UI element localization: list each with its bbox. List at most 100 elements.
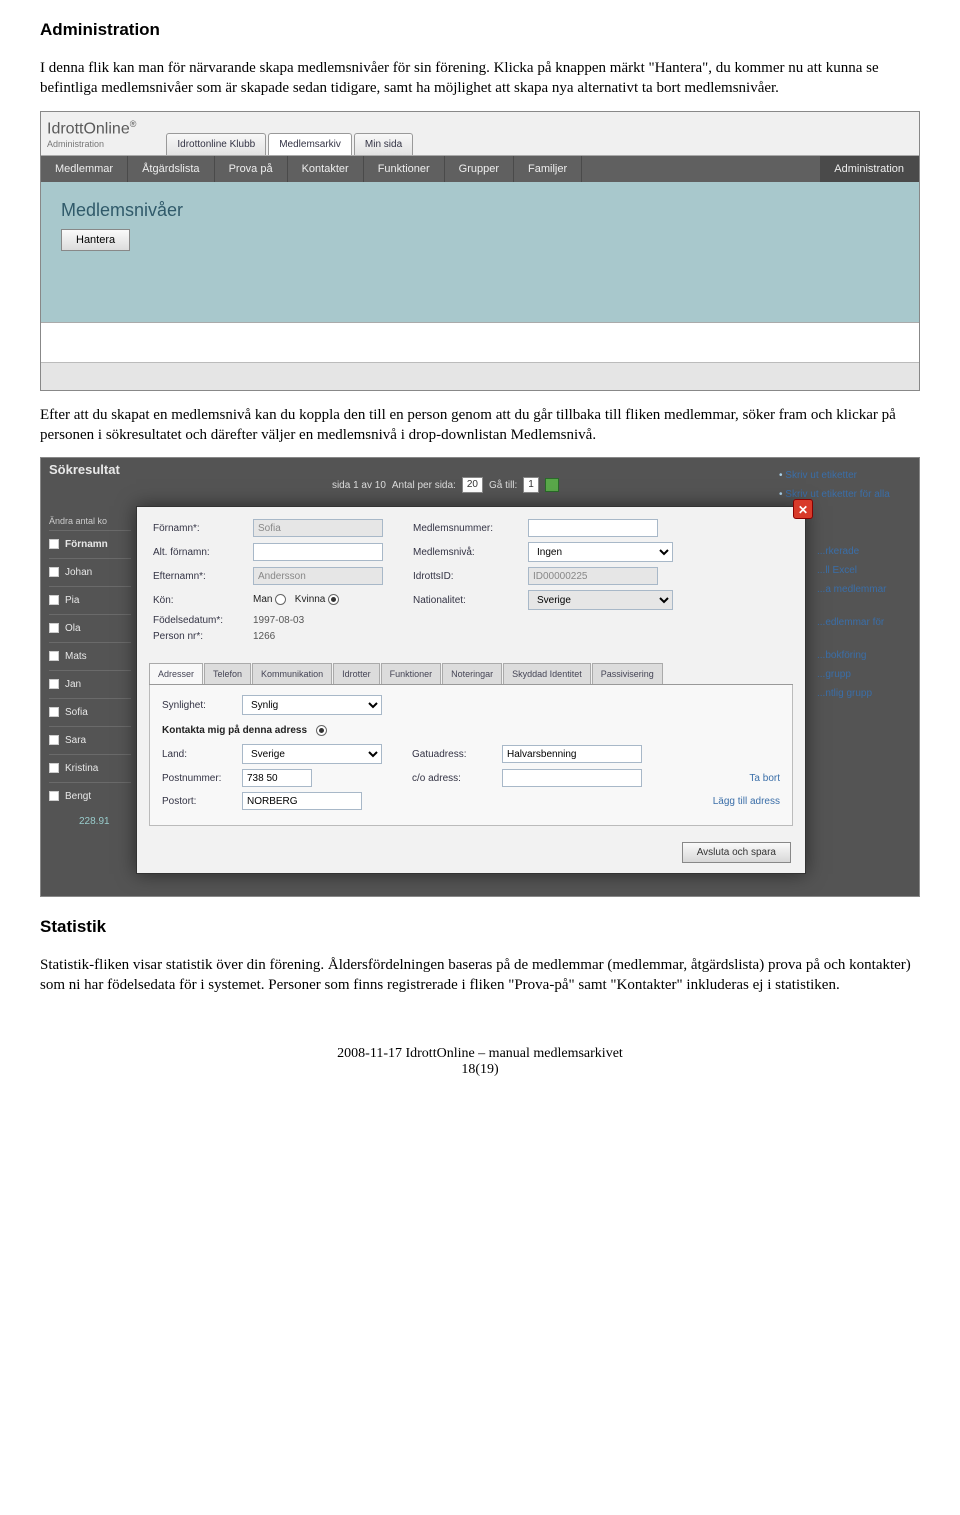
goto-label: Gå till: [489, 480, 517, 491]
label-nationalitet: Nationalitet: [413, 595, 528, 606]
link-partial[interactable]: ...ll Excel [817, 561, 911, 580]
checkbox[interactable] [49, 567, 59, 577]
label-efternamn: Efternamn*: [153, 571, 253, 582]
input-medlemsnummer[interactable] [528, 519, 658, 537]
input-efternamn[interactable] [253, 567, 383, 585]
content-area: Medlemsnivåer Hantera [41, 182, 919, 322]
page-footer: 2008-11-17 IdrottOnline – manual medlems… [40, 1046, 920, 1078]
menu-administration[interactable]: Administration [820, 156, 919, 182]
checkbox[interactable] [49, 707, 59, 717]
result-header: Sökresultat sida 1 av 10 Antal per sida:… [41, 458, 919, 512]
tab-noteringar[interactable]: Noteringar [442, 663, 502, 684]
menu-funktioner[interactable]: Funktioner [364, 156, 445, 182]
go-button[interactable] [545, 478, 559, 492]
screenshot-sokresultat: Sökresultat sida 1 av 10 Antal per sida:… [40, 457, 920, 897]
top-tab-klubb[interactable]: Idrottonline Klubb [166, 133, 266, 155]
label-fornamn: Förnamn*: [153, 523, 253, 534]
radio-kontakta[interactable] [316, 725, 327, 736]
logo-main: IdrottOnline [47, 121, 130, 138]
tab-skyddad[interactable]: Skyddad Identitet [503, 663, 591, 684]
input-postnummer[interactable] [242, 769, 312, 787]
top-tab-medlemsarkiv[interactable]: Medlemsarkiv [268, 133, 352, 155]
radio-man[interactable] [275, 594, 286, 605]
link-partial[interactable]: ...ntlig grupp [817, 684, 911, 703]
checkbox[interactable] [49, 595, 59, 605]
checkbox[interactable] [49, 735, 59, 745]
tab-kommunikation[interactable]: Kommunikation [252, 663, 332, 684]
list-item[interactable]: Ola [65, 623, 81, 634]
per-page-label: Antal per sida: [392, 480, 456, 491]
menu-kontakter[interactable]: Kontakter [288, 156, 364, 182]
menu-grupper[interactable]: Grupper [445, 156, 514, 182]
input-fornamn[interactable] [253, 519, 383, 537]
hantera-button[interactable]: Hantera [61, 229, 130, 251]
select-synlighet[interactable]: Synlig [242, 695, 382, 715]
result-title: Sökresultat [49, 462, 120, 508]
list-item[interactable]: Kristina [65, 763, 98, 774]
label-man: Man [253, 595, 272, 606]
input-postort[interactable] [242, 792, 362, 810]
link-partial[interactable]: ...grupp [817, 665, 911, 684]
footer-line1: 2008-11-17 IdrottOnline – manual medlems… [40, 1046, 920, 1062]
list-item[interactable]: Mats [65, 651, 87, 662]
close-icon[interactable]: ✕ [793, 499, 813, 519]
tab-telefon[interactable]: Telefon [204, 663, 251, 684]
top-tab-minsida[interactable]: Min sida [354, 133, 413, 155]
menu-provapa[interactable]: Prova på [215, 156, 288, 182]
link-laggtill[interactable]: Lägg till adress [713, 796, 780, 807]
menu-familjer[interactable]: Familjer [514, 156, 582, 182]
list-item[interactable]: Bengt [65, 791, 91, 802]
paragraph-3: Statistik-fliken visar statistik över di… [40, 955, 920, 996]
checkbox[interactable] [49, 791, 59, 801]
input-gatuadress[interactable] [502, 745, 642, 763]
checkbox[interactable] [49, 763, 59, 773]
tab-funktioner[interactable]: Funktioner [381, 663, 442, 684]
label-fodelsedatum: Födelsedatum*: [153, 615, 253, 626]
value-personnr: 1266 [253, 631, 275, 642]
list-item[interactable]: Sofia [65, 707, 88, 718]
heading-statistik: Statistik [40, 917, 920, 937]
list-item[interactable]: Johan [65, 567, 92, 578]
select-land[interactable]: Sverige [242, 744, 382, 764]
menu-medlemmar[interactable]: Medlemmar [41, 156, 128, 182]
link-partial[interactable]: ...rkerade [817, 542, 911, 561]
per-page-select[interactable]: 20 [462, 477, 483, 493]
save-button[interactable]: Avsluta och spara [682, 842, 791, 863]
tab-passivisering[interactable]: Passivisering [592, 663, 663, 684]
paragraph-1: I denna flik kan man för närvarande skap… [40, 58, 920, 99]
tab-idrotter[interactable]: Idrotter [333, 663, 380, 684]
label-synlighet: Synlighet: [162, 700, 242, 711]
checkbox[interactable] [49, 623, 59, 633]
checkbox[interactable] [49, 651, 59, 661]
list-item[interactable]: Sara [65, 735, 86, 746]
list-item[interactable]: Pia [65, 595, 79, 606]
link-partial[interactable]: ...edlemmar för [817, 613, 911, 632]
radio-kvinna[interactable] [328, 594, 339, 605]
pagination-controls: sida 1 av 10 Antal per sida: 20 Gå till:… [332, 462, 559, 508]
input-altfornamn[interactable] [253, 543, 383, 561]
link-etiketter[interactable]: Skriv ut etiketter [785, 470, 857, 481]
list-item[interactable]: Jan [65, 679, 81, 690]
link-tabort[interactable]: Ta bort [749, 773, 780, 784]
input-idrottsid[interactable] [528, 567, 658, 585]
menu-atgardslista[interactable]: Åtgärdslista [128, 156, 214, 182]
select-medlemsniva[interactable]: Ingen [528, 542, 673, 562]
goto-input[interactable]: 1 [523, 477, 539, 493]
action-links-partial: ...rkerade ...ll Excel ...a medlemmar ..… [809, 512, 919, 827]
checkbox[interactable] [49, 679, 59, 689]
input-coadress[interactable] [502, 769, 642, 787]
link-partial[interactable]: ...a medlemmar [817, 580, 911, 599]
content-title: Medlemsnivåer [61, 200, 899, 221]
label-kvinna: Kvinna [295, 595, 326, 606]
footer-strip-1 [41, 322, 919, 362]
col-fornamn: Förnamn [65, 539, 108, 550]
app-logo: IdrottOnline® Administration [47, 119, 136, 148]
label-postnummer: Postnummer: [162, 773, 242, 784]
tab-adresser[interactable]: Adresser [149, 663, 203, 684]
label-kontakta: Kontakta mig på denna adress [162, 725, 307, 736]
link-partial[interactable]: ...bokföring [817, 646, 911, 665]
page-indicator: sida 1 av 10 [332, 480, 386, 491]
label-altfornamn: Alt. förnamn: [153, 547, 253, 558]
checkbox-header[interactable] [49, 539, 59, 549]
select-nationalitet[interactable]: Sverige [528, 590, 673, 610]
